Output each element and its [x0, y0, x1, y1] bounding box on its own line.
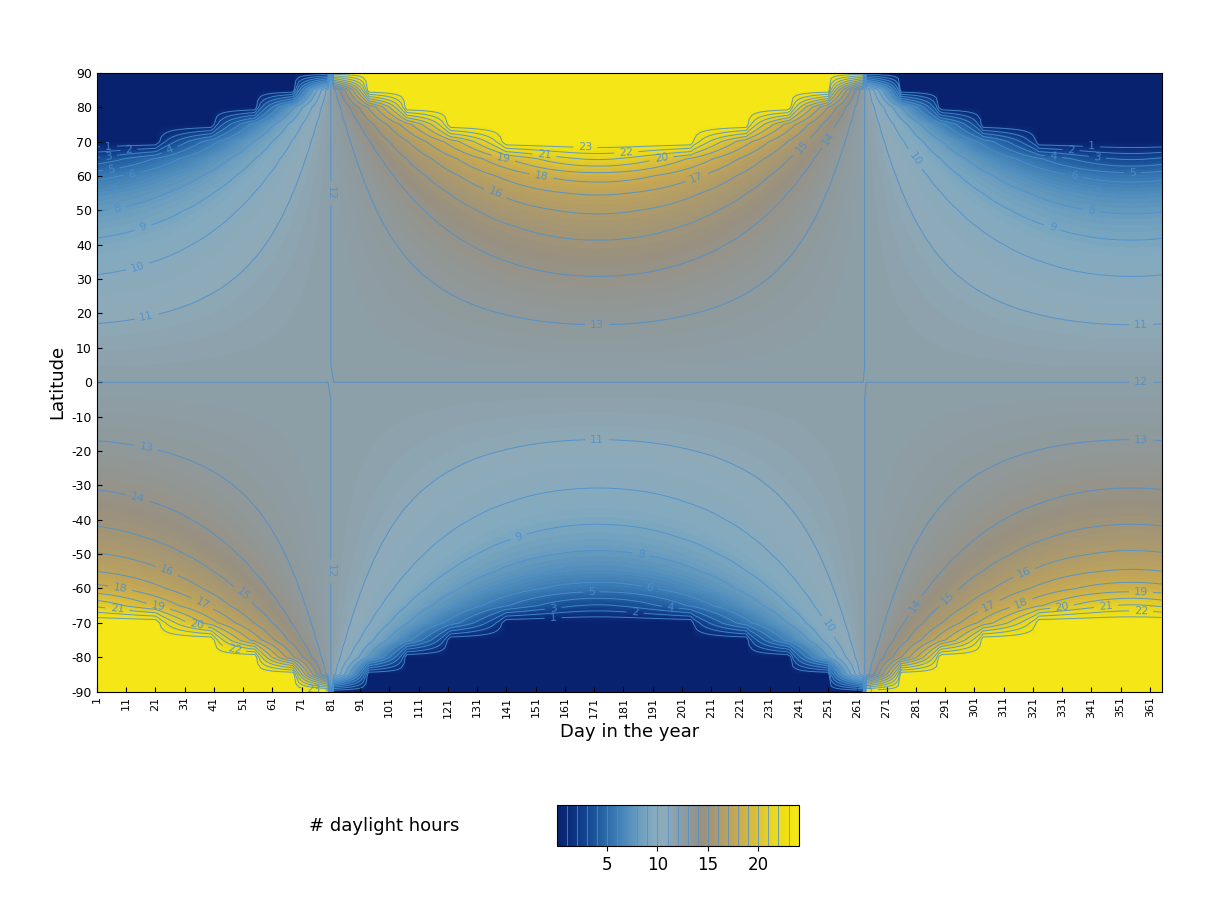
Text: 6: 6: [127, 168, 137, 179]
Text: 17: 17: [980, 599, 997, 614]
Text: 15: 15: [939, 590, 957, 606]
Text: 21: 21: [110, 603, 125, 615]
Text: 16: 16: [1015, 566, 1032, 581]
Text: 19: 19: [150, 600, 166, 612]
Text: 17: 17: [194, 596, 211, 612]
Text: 14: 14: [820, 129, 836, 147]
Text: 5: 5: [1129, 167, 1136, 177]
Text: 3: 3: [549, 603, 557, 613]
Text: 15: 15: [235, 586, 252, 602]
Text: 11: 11: [1134, 319, 1148, 329]
Text: 10: 10: [129, 260, 146, 274]
Text: 4: 4: [1049, 151, 1058, 162]
Text: 2: 2: [1067, 145, 1074, 156]
Text: 21: 21: [1099, 601, 1113, 612]
Text: 2: 2: [632, 607, 639, 618]
Text: 18: 18: [534, 169, 549, 182]
Text: 7: 7: [1093, 187, 1101, 198]
Text: 5: 5: [588, 587, 595, 597]
Text: 18: 18: [113, 582, 128, 595]
Text: 13: 13: [1134, 435, 1148, 445]
Text: 6: 6: [645, 582, 655, 593]
Text: 8: 8: [636, 549, 645, 560]
Text: 23: 23: [306, 684, 321, 695]
Text: 10: 10: [820, 618, 836, 635]
Text: 10: 10: [908, 150, 923, 167]
Text: 19: 19: [1134, 587, 1148, 597]
Text: 11: 11: [590, 435, 604, 445]
Text: 2: 2: [125, 145, 133, 155]
X-axis label: Day in the year: Day in the year: [559, 723, 699, 742]
Text: 4: 4: [666, 602, 674, 612]
Text: 22: 22: [618, 147, 634, 158]
Text: 8: 8: [113, 203, 122, 214]
Text: 4: 4: [165, 144, 175, 156]
Text: 18: 18: [1013, 596, 1030, 611]
Text: 16: 16: [486, 186, 503, 200]
Text: 13: 13: [590, 319, 604, 329]
Text: 22: 22: [226, 643, 242, 656]
Text: 5: 5: [108, 164, 116, 175]
Text: 22: 22: [1134, 606, 1148, 616]
Text: 19: 19: [495, 152, 512, 165]
Text: 20: 20: [189, 619, 204, 632]
Text: 8: 8: [1087, 205, 1096, 216]
Text: 7: 7: [564, 566, 572, 577]
Text: 6: 6: [1070, 170, 1078, 181]
Text: 20: 20: [1054, 601, 1070, 612]
Text: 1: 1: [549, 612, 557, 623]
Text: 9: 9: [138, 222, 148, 233]
Text: 21: 21: [537, 149, 552, 161]
Text: 1: 1: [1088, 141, 1095, 152]
Text: # daylight hours: # daylight hours: [310, 817, 460, 835]
Text: 7: 7: [110, 185, 119, 197]
Text: 9: 9: [1048, 222, 1058, 233]
Text: 20: 20: [653, 152, 669, 165]
Text: 12: 12: [325, 186, 336, 200]
Text: 15: 15: [794, 138, 811, 156]
Text: 14: 14: [908, 597, 923, 614]
Text: 14: 14: [129, 490, 146, 504]
Text: 17: 17: [688, 170, 705, 185]
Text: 3: 3: [104, 151, 113, 161]
Text: 1: 1: [105, 141, 113, 152]
Text: 9: 9: [513, 531, 524, 542]
Text: 16: 16: [159, 564, 175, 579]
Text: 12: 12: [1134, 378, 1148, 387]
Y-axis label: Latitude: Latitude: [48, 345, 65, 420]
Text: 23: 23: [858, 683, 874, 697]
Text: 3: 3: [1093, 152, 1101, 163]
Text: 12: 12: [325, 564, 336, 579]
Text: 11: 11: [139, 310, 155, 323]
Text: 23: 23: [578, 142, 593, 153]
Text: 13: 13: [139, 441, 155, 454]
